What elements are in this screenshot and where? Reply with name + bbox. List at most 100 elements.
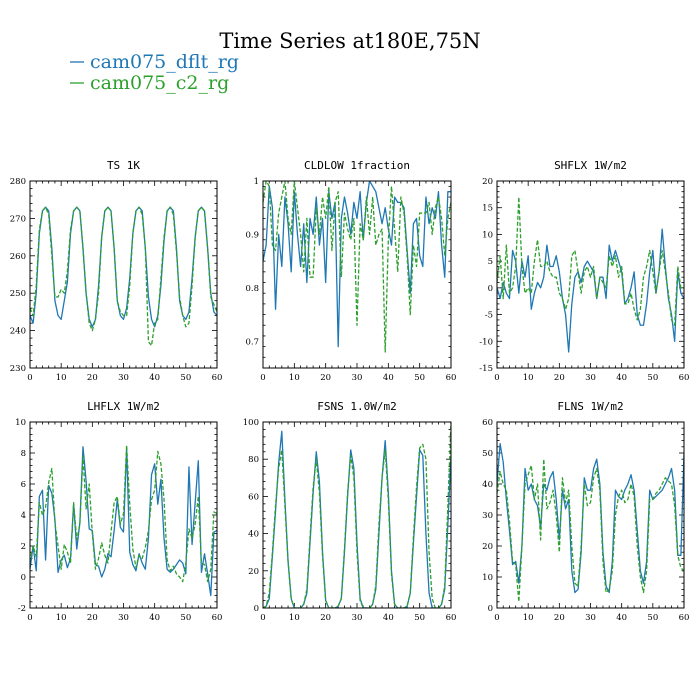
y-tick-label: 0 (21, 573, 26, 583)
y-tick-label: -15 (479, 364, 493, 374)
panel-title: FSNS 1.0W/m2 (317, 400, 396, 413)
y-tick-label: -5 (485, 311, 493, 321)
x-tick-label: 30 (352, 373, 363, 383)
y-tick-label: 20 (248, 567, 259, 577)
y-tick-label: 30 (482, 511, 493, 521)
panel-title: FLNS 1W/m2 (557, 400, 623, 413)
panel-ts: TS 1K 0 10 20 30 40 50 60 230 240 250 260 270 280 (10, 159, 223, 383)
x-tick-label: 10 (289, 373, 300, 383)
x-tick-label: 40 (149, 613, 160, 623)
x-tick-label: 20 (554, 613, 565, 623)
y-tick-label: 60 (482, 418, 493, 428)
x-tick-label: 30 (585, 613, 596, 623)
x-tick-label: 60 (679, 613, 690, 623)
series-line-dflt (30, 206, 217, 328)
series-line-c2 (263, 181, 451, 353)
x-tick-label: 40 (616, 373, 627, 383)
x-tick-label: 50 (414, 613, 425, 623)
y-tick-label: 0 (254, 604, 259, 614)
x-tick-label: 0 (494, 373, 499, 383)
y-tick-label: 0 (488, 284, 493, 294)
x-tick-label: 60 (212, 373, 223, 383)
plot-frame (29, 180, 218, 369)
x-tick-label: 40 (383, 373, 394, 383)
panel-title: SHFLX 1W/m2 (554, 159, 627, 172)
x-tick-label: 60 (446, 373, 457, 383)
series-line-dflt (30, 446, 217, 597)
y-tick-label: 250 (10, 289, 26, 299)
x-tick-label: 50 (647, 613, 658, 623)
series-line-c2 (263, 422, 451, 608)
y-tick-label: 230 (10, 364, 26, 374)
x-tick-label: 60 (446, 613, 457, 623)
y-tick-label: -10 (479, 337, 493, 347)
panel-flns: FLNS 1W/m2 0 10 20 30 40 50 60 0 10 20 30 40 50 60 (482, 400, 689, 623)
panel-fsns: FSNS 1.0W/m2 0 10 20 30 40 50 60 0 20 40 60 80 100 (243, 400, 457, 623)
series-line-dflt (497, 443, 684, 594)
x-tick-label: 0 (27, 373, 32, 383)
x-tick-label: 50 (414, 373, 425, 383)
plot-frame (496, 180, 685, 369)
series-line-dflt (263, 181, 451, 348)
y-tick-label: 0.8 (245, 284, 259, 294)
x-tick-label: 10 (523, 373, 534, 383)
y-tick-label: 40 (248, 530, 259, 540)
y-tick-label: 270 (10, 214, 26, 224)
panel-cldlow: CLDLOW 1fraction 0 10 20 30 40 50 60 0.7 0.8 0.9 1 (245, 159, 456, 383)
x-tick-label: 10 (523, 613, 534, 623)
y-tick-label: 1 (254, 177, 259, 187)
y-tick-label: 0.9 (245, 230, 259, 240)
y-tick-label: 20 (482, 177, 493, 187)
legend-label-c2: cam075_c2_rg (90, 72, 229, 94)
x-tick-label: 0 (260, 613, 265, 623)
plot-frame (262, 421, 452, 609)
y-tick-label: 10 (482, 573, 493, 583)
y-tick-label: 10 (15, 418, 26, 428)
x-tick-label: 50 (180, 613, 191, 623)
x-tick-label: 30 (118, 613, 129, 623)
x-tick-label: 20 (554, 373, 565, 383)
x-tick-label: 20 (87, 373, 98, 383)
y-tick-label: 8 (21, 449, 26, 459)
y-tick-label: -2 (18, 604, 26, 614)
y-tick-label: 260 (10, 252, 26, 262)
legend: cam075_dflt_rg cam075_c2_rg (70, 51, 239, 94)
x-tick-label: 30 (585, 373, 596, 383)
y-tick-label: 0.7 (245, 337, 259, 347)
x-tick-label: 60 (212, 613, 223, 623)
x-tick-label: 20 (320, 373, 331, 383)
x-tick-label: 60 (679, 373, 690, 383)
y-tick-label: 10 (482, 230, 493, 240)
x-tick-label: 50 (180, 373, 191, 383)
series-line-c2 (497, 458, 684, 603)
x-tick-label: 50 (647, 373, 658, 383)
plot-frame (496, 421, 685, 609)
legend-label-dflt: cam075_dflt_rg (90, 51, 239, 73)
y-tick-label: 280 (10, 177, 26, 187)
panel-shflx: SHFLX 1W/m2 0 10 20 30 40 50 60 -15 -10 -5 0 5 10 15 20 (479, 159, 689, 383)
x-tick-label: 0 (494, 613, 499, 623)
y-tick-label: 50 (482, 449, 493, 459)
x-tick-label: 10 (56, 373, 67, 383)
x-tick-label: 40 (383, 613, 394, 623)
y-tick-label: 100 (243, 418, 259, 428)
series-line-c2 (30, 444, 217, 583)
x-tick-label: 40 (616, 613, 627, 623)
y-tick-label: 0 (488, 604, 493, 614)
x-tick-label: 10 (56, 613, 67, 623)
panel-title: TS 1K (107, 159, 140, 172)
plot-frame (29, 421, 218, 609)
y-tick-label: 15 (482, 204, 493, 214)
x-tick-label: 0 (260, 373, 265, 383)
x-tick-label: 0 (27, 613, 32, 623)
y-tick-label: 20 (482, 542, 493, 552)
y-tick-label: 240 (10, 327, 26, 337)
x-tick-label: 20 (320, 613, 331, 623)
figure-title: Time Series at180E,75N (219, 29, 480, 53)
x-tick-label: 30 (352, 613, 363, 623)
x-tick-label: 20 (87, 613, 98, 623)
x-tick-label: 10 (289, 613, 300, 623)
plot-frame (262, 180, 452, 369)
y-tick-label: 4 (21, 511, 26, 521)
